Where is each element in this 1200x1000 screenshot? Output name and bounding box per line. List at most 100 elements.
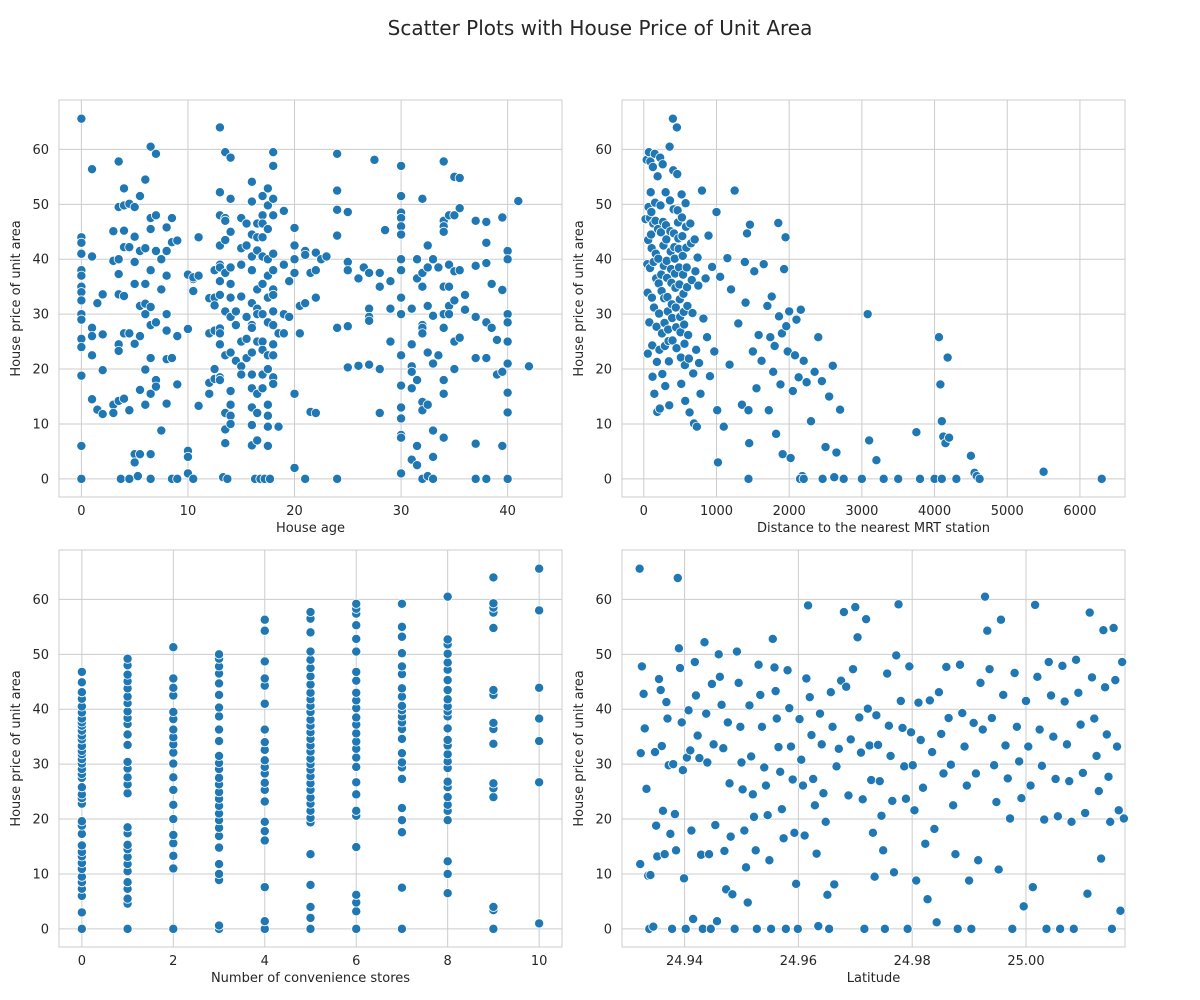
data-point — [1080, 808, 1091, 819]
data-point — [305, 912, 316, 923]
data-point — [396, 803, 407, 814]
data-point — [259, 826, 270, 837]
x-tick-label: 0 — [77, 504, 85, 519]
data-point — [920, 838, 931, 849]
data-point — [964, 875, 975, 886]
data-point — [385, 276, 396, 287]
data-point — [675, 663, 686, 674]
x-tick-label: 0 — [640, 504, 648, 519]
data-point — [97, 329, 108, 340]
data-point — [124, 242, 135, 253]
data-point — [374, 407, 385, 418]
data-point — [246, 196, 257, 207]
data-point — [758, 259, 769, 270]
data-point — [1103, 771, 1114, 782]
data-point — [442, 648, 453, 659]
data-point — [716, 699, 727, 710]
data-point — [396, 254, 407, 265]
data-point — [262, 183, 273, 194]
data-point — [936, 473, 947, 484]
data-point — [829, 472, 840, 483]
data-point — [129, 338, 140, 349]
data-point — [268, 320, 279, 331]
data-point — [488, 923, 499, 934]
data-point — [351, 789, 362, 800]
data-point — [122, 893, 133, 904]
data-point — [332, 322, 343, 333]
data-point — [729, 185, 740, 196]
data-point — [145, 302, 156, 313]
data-point — [168, 706, 179, 717]
data-point — [305, 901, 316, 912]
data-point — [122, 756, 133, 767]
data-point — [470, 473, 481, 484]
data-point — [647, 340, 658, 351]
data-point — [305, 627, 316, 638]
data-point — [241, 311, 252, 322]
data-point — [351, 736, 362, 747]
data-point — [214, 187, 225, 198]
data-point — [268, 306, 279, 317]
data-point — [635, 859, 646, 870]
data-point — [225, 347, 236, 358]
data-point — [913, 697, 924, 708]
data-point — [220, 438, 231, 449]
data-point — [470, 353, 481, 364]
data-point — [422, 240, 433, 251]
data-point — [771, 428, 782, 439]
data-point — [342, 321, 353, 332]
data-point — [690, 266, 701, 277]
data-point — [145, 224, 156, 235]
data-point — [961, 780, 972, 791]
data-point — [804, 692, 815, 703]
data-point — [742, 897, 753, 908]
data-point — [718, 743, 729, 754]
y-tick-label: 0 — [604, 472, 612, 487]
data-point — [1055, 923, 1066, 934]
data-point — [743, 405, 754, 416]
data-point — [665, 828, 676, 839]
data-point — [673, 643, 684, 654]
data-point — [488, 717, 499, 728]
data-point — [76, 923, 87, 934]
data-point — [641, 783, 652, 794]
data-point — [396, 683, 407, 694]
data-point — [265, 473, 276, 484]
data-point — [257, 309, 268, 320]
data-point — [652, 171, 663, 182]
data-point — [417, 328, 428, 339]
data-point — [980, 591, 991, 602]
data-point — [670, 302, 681, 313]
data-point — [704, 849, 715, 860]
data-point — [488, 901, 499, 912]
data-point — [1020, 696, 1031, 707]
data-point — [294, 328, 305, 339]
data-point — [259, 698, 270, 709]
data-point — [488, 622, 499, 633]
data-point — [683, 705, 694, 716]
y-axis-label: House price of unit area — [572, 670, 587, 826]
y-tick-label: 20 — [595, 813, 612, 828]
data-point — [97, 289, 108, 300]
data-point — [161, 270, 172, 281]
data-point — [76, 816, 87, 827]
data-point — [677, 250, 688, 261]
data-point — [305, 687, 316, 698]
data-point — [753, 330, 764, 341]
data-point — [161, 309, 172, 320]
data-point — [140, 243, 151, 254]
data-point — [168, 814, 179, 825]
data-point — [523, 361, 534, 372]
data-point — [968, 717, 979, 728]
data-point — [686, 825, 697, 836]
data-point — [262, 200, 273, 211]
y-tick-label: 40 — [595, 253, 612, 268]
x-tick-label: 20 — [286, 504, 303, 519]
data-point — [259, 796, 270, 807]
data-point — [646, 292, 657, 303]
data-point — [87, 394, 98, 405]
data-point — [744, 700, 755, 711]
data-point — [76, 473, 87, 484]
data-point — [214, 736, 225, 747]
data-point — [262, 364, 273, 375]
